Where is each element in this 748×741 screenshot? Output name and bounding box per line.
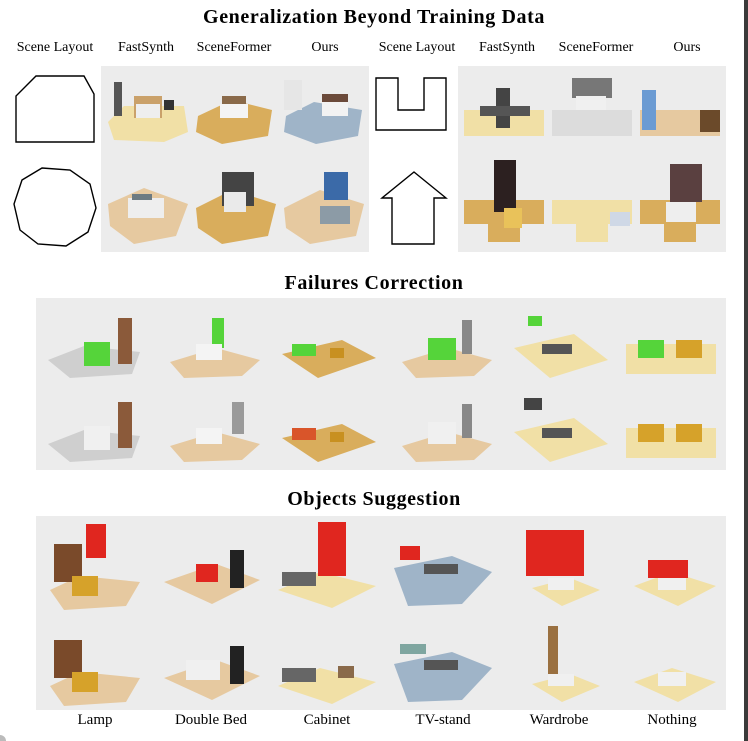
- header-fastsynth-right: FastSynth: [478, 40, 535, 55]
- 3d-furnished-room-render: [48, 318, 140, 378]
- 3d-furnished-room-render: [464, 88, 544, 136]
- 3d-furnished-room-render: [634, 560, 716, 606]
- 3d-furnished-room-render: [626, 424, 716, 458]
- 3d-furnished-room-render: [402, 320, 492, 378]
- label-double-bed: Double Bed: [174, 712, 248, 728]
- 3d-furnished-room-render: [402, 404, 492, 462]
- generalization-title: Generalization Beyond Training Data: [203, 6, 545, 28]
- 3d-furnished-room-render: [196, 172, 276, 244]
- label-nothing: Nothing: [647, 712, 697, 728]
- room-outline-shape: [13, 167, 97, 247]
- room-outline-shape: [375, 77, 447, 131]
- 3d-furnished-room-render: [640, 90, 720, 136]
- room-outline-shape: [15, 75, 95, 143]
- header-sceneformer-right: SceneFormer: [558, 40, 634, 55]
- 3d-furnished-room-render: [278, 666, 376, 704]
- 3d-furnished-room-render: [48, 402, 140, 462]
- header-scene-layout-left: Scene Layout: [16, 40, 94, 55]
- 3d-furnished-room-render: [464, 160, 544, 242]
- right-window-border: [744, 0, 748, 741]
- 3d-furnished-room-render: [514, 398, 608, 462]
- 3d-furnished-room-render: [552, 200, 632, 242]
- 3d-furnished-room-render: [170, 318, 260, 378]
- 3d-furnished-room-render: [278, 522, 376, 608]
- suggestion-panel: [36, 516, 726, 710]
- 3d-furnished-room-render: [514, 316, 608, 378]
- header-ours-left: Ours: [311, 40, 339, 55]
- failures-panel: [36, 298, 726, 470]
- 3d-furnished-room-render: [108, 188, 188, 244]
- 3d-furnished-room-render: [164, 550, 260, 604]
- failures-title: Failures Correction: [284, 272, 464, 294]
- 3d-furnished-room-render: [50, 640, 140, 706]
- 3d-furnished-room-render: [284, 172, 364, 244]
- 3d-furnished-room-render: [394, 644, 492, 702]
- label-lamp: Lamp: [77, 712, 113, 728]
- 3d-furnished-room-render: [164, 646, 260, 700]
- label-wardrobe: Wardrobe: [529, 712, 589, 728]
- 3d-furnished-room-render: [526, 530, 600, 606]
- 3d-furnished-room-render: [282, 340, 376, 378]
- 3d-furnished-room-render: [626, 340, 716, 374]
- 3d-furnished-room-render: [552, 78, 632, 136]
- header-ours-right: Ours: [673, 40, 701, 55]
- header-fastsynth-left: FastSynth: [117, 40, 174, 55]
- window-corner: [0, 735, 6, 741]
- 3d-furnished-room-render: [282, 424, 376, 462]
- 3d-furnished-room-render: [196, 96, 272, 144]
- 3d-furnished-room-render: [394, 546, 492, 606]
- header-scene-layout-right: Scene Layout: [378, 40, 456, 55]
- 3d-furnished-room-render: [108, 82, 188, 142]
- suggestion-title: Objects Suggestion: [287, 488, 461, 510]
- 3d-furnished-room-render: [532, 626, 600, 702]
- header-sceneformer-left: SceneFormer: [196, 40, 272, 55]
- 3d-furnished-room-render: [170, 402, 260, 462]
- 3d-furnished-room-render: [50, 524, 140, 610]
- label-tv-stand: TV-stand: [415, 712, 471, 728]
- label-cabinet: Cabinet: [303, 712, 351, 728]
- 3d-furnished-room-render: [634, 668, 716, 702]
- 3d-furnished-room-render: [284, 80, 362, 144]
- 3d-furnished-room-render: [640, 164, 720, 242]
- room-outline-shape: [380, 171, 448, 245]
